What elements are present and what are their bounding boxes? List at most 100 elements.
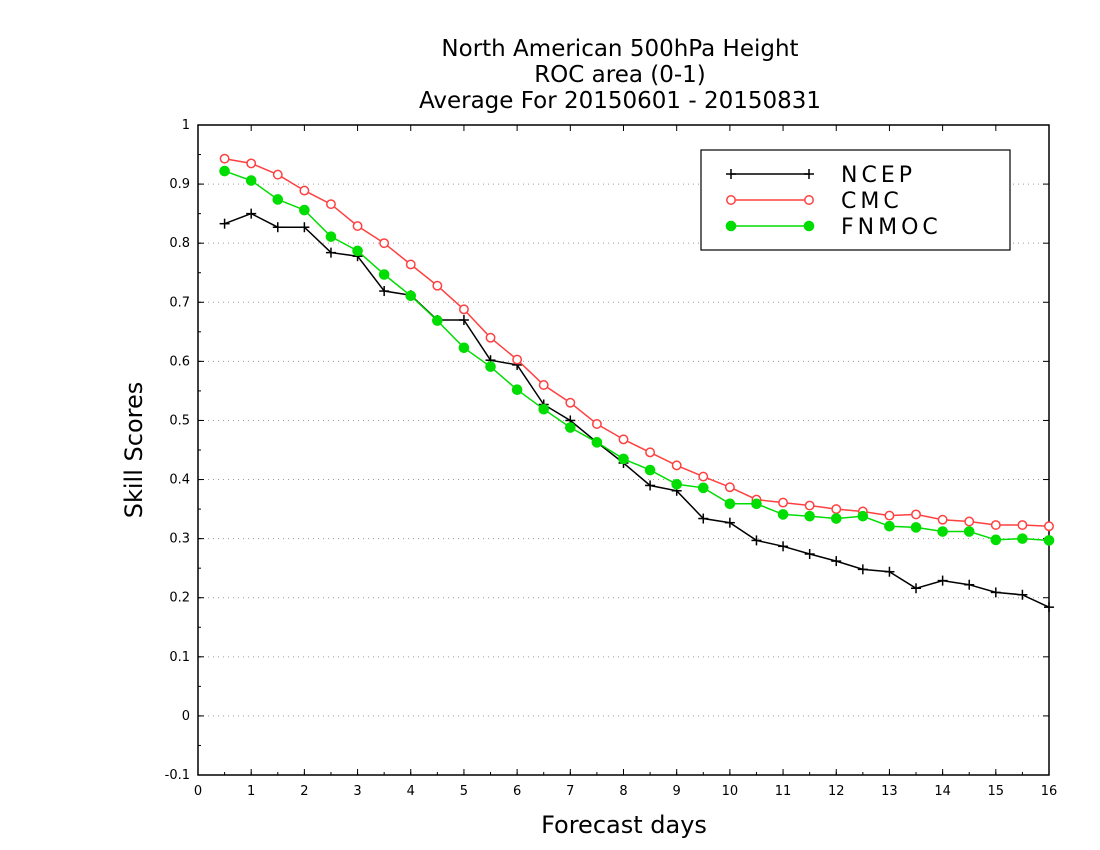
data-point-cmc (352, 221, 363, 231)
data-point-fnmoc (1017, 533, 1028, 544)
data-point-ncep (645, 480, 656, 491)
data-point-fnmoc (804, 510, 815, 522)
series-ncep (219, 208, 1054, 613)
x-tick-label: 12 (828, 784, 845, 799)
legend-entry-ncep: NCEP (726, 163, 912, 188)
data-point-cmc (591, 419, 602, 429)
x-tick-label: 16 (1041, 784, 1058, 799)
data-point-fnmoc (910, 522, 922, 533)
data-point-ncep (937, 575, 948, 586)
x-tick-label: 5 (460, 784, 468, 799)
series-fnmoc (219, 165, 1055, 546)
data-point-cmc (326, 199, 336, 210)
legend-marker (804, 195, 814, 205)
x-tick-label: 7 (566, 784, 574, 799)
chart-title-line-1: North American 500hPa Height (441, 36, 799, 62)
data-point-cmc (698, 471, 709, 482)
data-point-cmc (299, 185, 310, 196)
data-point-cmc (219, 153, 230, 164)
legend-label: FNMOC (841, 215, 942, 240)
data-point-ncep (299, 222, 310, 233)
data-point-ncep (1044, 602, 1054, 613)
data-point-ncep (698, 513, 709, 524)
data-point-cmc (964, 516, 975, 527)
y-tick-label: 0.8 (169, 236, 190, 251)
data-point-fnmoc (378, 269, 390, 280)
data-point-cmc (618, 434, 629, 445)
series-layer (219, 153, 1055, 613)
data-point-ncep (884, 566, 895, 577)
legend-entry-cmc: CMC (726, 189, 903, 214)
data-point-fnmoc (219, 165, 230, 177)
data-point-fnmoc (618, 453, 629, 465)
data-point-fnmoc (511, 384, 523, 396)
series-line-ncep (224, 212, 1050, 608)
data-point-cmc (272, 169, 283, 180)
legend-marker (803, 220, 815, 232)
data-point-cmc (671, 460, 682, 471)
y-tick-label: 0.4 (169, 473, 190, 488)
x-tick-label: 9 (673, 784, 681, 799)
data-point-cmc (458, 304, 469, 315)
data-point-cmc (1044, 521, 1054, 532)
data-point-ncep (724, 517, 735, 528)
data-point-ncep (751, 535, 762, 546)
x-tick-label: 13 (881, 784, 898, 799)
data-point-fnmoc (352, 245, 363, 257)
data-point-fnmoc (884, 520, 895, 532)
data-point-fnmoc (990, 534, 1002, 546)
data-point-ncep (272, 222, 283, 233)
data-point-fnmoc (644, 464, 656, 476)
data-point-fnmoc (697, 482, 709, 494)
data-point-ncep (778, 541, 789, 552)
data-point-fnmoc (485, 361, 496, 372)
data-point-cmc (379, 238, 390, 249)
y-tick-label: 0 (182, 709, 190, 724)
x-tick-label: 0 (194, 784, 202, 799)
data-point-cmc (246, 158, 257, 169)
data-point-fnmoc (272, 194, 284, 205)
data-point-fnmoc (1043, 535, 1055, 546)
data-point-cmc (512, 354, 523, 365)
data-point-cmc (990, 520, 1001, 530)
data-point-fnmoc (724, 498, 736, 510)
x-tick-label: 4 (407, 784, 415, 799)
axes: -0.100.10.20.30.40.50.60.70.80.910 1 2 3 4 5 6… (165, 118, 1058, 799)
data-point-cmc (804, 500, 815, 511)
data-point-ncep (458, 315, 469, 325)
data-point-ncep (246, 208, 257, 219)
data-point-ncep (857, 564, 868, 575)
y-tick-label: 1 (182, 118, 190, 133)
y-axis-title: Skill Scores (120, 382, 148, 519)
data-point-cmc (538, 380, 549, 390)
x-tick-label: 8 (619, 784, 627, 799)
legend-marker (726, 169, 736, 179)
data-point-fnmoc (963, 526, 975, 537)
data-point-ncep (1017, 589, 1028, 600)
data-point-fnmoc (937, 526, 948, 537)
y-tick-label: 0.6 (169, 354, 190, 369)
data-point-fnmoc (405, 290, 417, 302)
data-point-fnmoc (591, 437, 603, 448)
data-point-fnmoc (458, 342, 470, 354)
y-tick-label: 0.3 (169, 532, 190, 547)
data-point-fnmoc (565, 422, 576, 433)
x-tick-label: 2 (300, 784, 308, 799)
y-tick-label: 0.5 (169, 413, 190, 428)
x-tick-label: 15 (988, 784, 1005, 799)
data-point-fnmoc (857, 510, 869, 522)
data-point-ncep (379, 286, 390, 297)
x-tick-label: 3 (353, 784, 361, 799)
data-point-cmc (778, 497, 789, 508)
data-point-fnmoc (299, 204, 310, 216)
x-tick-label: 1 (247, 784, 255, 799)
data-point-cmc (884, 510, 895, 521)
legend-label: CMC (841, 189, 903, 214)
data-point-cmc (405, 259, 416, 270)
chart-title-line-2: ROC area (0-1) (534, 62, 706, 88)
data-point-fnmoc (830, 513, 842, 524)
data-point-ncep (325, 247, 336, 258)
y-tick-label: 0.2 (169, 591, 190, 606)
data-point-ncep (219, 218, 230, 229)
